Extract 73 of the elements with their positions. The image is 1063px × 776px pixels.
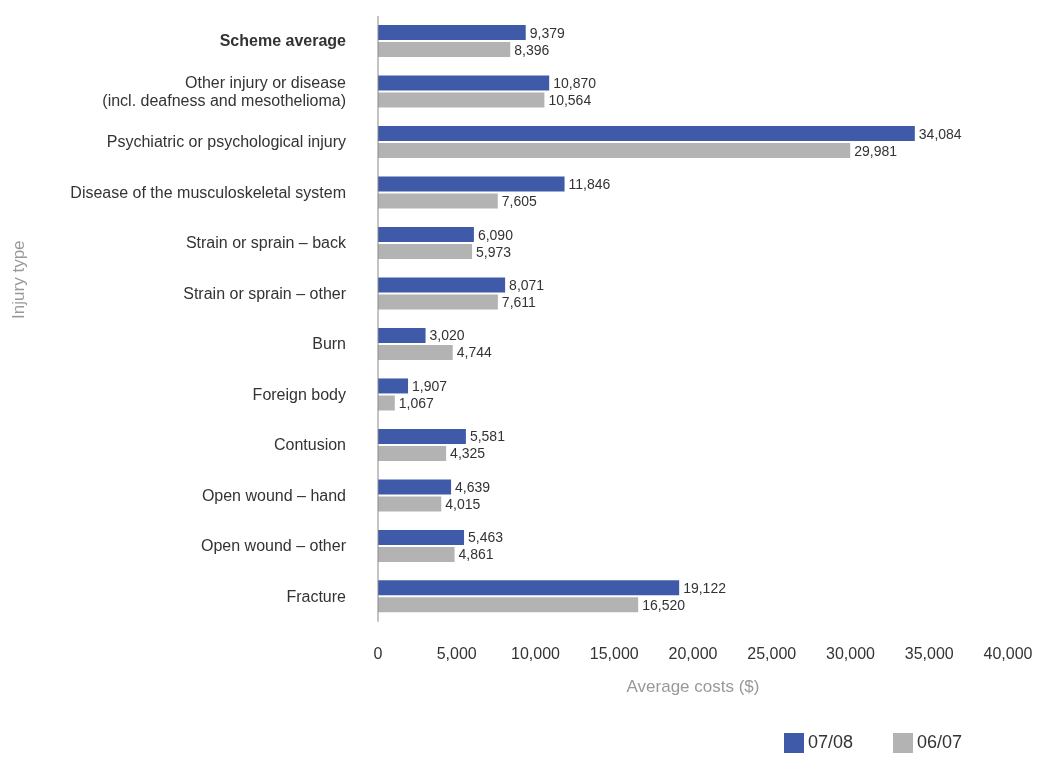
- y-tick-label: Other injury or disease (incl. deafness and mesothelioma): [102, 73, 347, 109]
- bar: [378, 227, 474, 242]
- y-tick-label: Burn: [312, 335, 346, 353]
- bar: [378, 529, 465, 545]
- y-tick-label: Open wound – hand: [201, 486, 346, 504]
- data-label: 5,463: [468, 529, 504, 546]
- y-tick-label: Foreign body: [252, 385, 346, 403]
- data-label: 4,744: [456, 344, 492, 361]
- data-label: 1,067: [398, 394, 435, 411]
- x-tick-label: 10,000: [511, 645, 561, 663]
- y-tick-label: Disease of the musculoskeletal system: [70, 183, 346, 201]
- y-tick-label: Contusion: [273, 436, 346, 454]
- bar: [378, 277, 506, 293]
- bar: [378, 580, 680, 596]
- data-label: 9,379: [529, 24, 565, 41]
- data-label: 10,564: [548, 92, 592, 109]
- bar: [378, 327, 426, 343]
- data-label: 8,396: [514, 41, 550, 58]
- data-label: 8,071: [509, 276, 545, 293]
- y-tick-label: Scheme average: [219, 32, 347, 50]
- y-tick-label: Psychiatric or psychological injury: [106, 133, 346, 151]
- x-tick-label: 15,000: [589, 645, 639, 663]
- bar: [378, 428, 466, 444]
- bar: [378, 92, 545, 108]
- bar: [378, 395, 395, 411]
- data-label: 19,122: [683, 579, 727, 596]
- data-label: 34,084: [918, 125, 962, 142]
- data-label: 29,981: [854, 142, 898, 159]
- data-label: 11,846: [568, 176, 611, 193]
- bar: [378, 479, 452, 495]
- bar: [378, 378, 409, 394]
- bar: [378, 143, 851, 159]
- x-tick-label: 40,000: [983, 645, 1033, 663]
- x-tick-label: 0: [373, 645, 383, 663]
- data-label: 7,611: [501, 293, 537, 310]
- x-tick-label: 35,000: [904, 645, 954, 663]
- data-label: 16,520: [642, 596, 686, 613]
- y-tick-label: Open wound – other: [201, 537, 347, 555]
- bar: [378, 126, 915, 142]
- bar: [378, 75, 550, 91]
- bar: [378, 42, 511, 58]
- y-axis-title: Injury type: [9, 240, 29, 319]
- data-label: 4,861: [458, 546, 494, 563]
- legend-label: 06/07: [917, 731, 963, 752]
- bar: [378, 496, 442, 512]
- x-tick-label: 30,000: [826, 645, 876, 663]
- bar: [378, 546, 455, 562]
- y-tick-label: Strain or sprain – back: [185, 234, 347, 252]
- legend-label: 07/08: [807, 731, 853, 752]
- bar: [378, 445, 447, 461]
- data-label: 1,907: [412, 377, 448, 394]
- data-label: 5,973: [476, 243, 512, 260]
- x-axis-title: Average costs ($): [626, 676, 760, 696]
- bar: [378, 597, 639, 613]
- data-label: 5,581: [469, 428, 506, 445]
- bar: [378, 176, 565, 192]
- x-tick-label: 5,000: [436, 645, 477, 663]
- data-label: 10,870: [553, 75, 597, 92]
- x-tick-label: 20,000: [668, 645, 718, 663]
- x-tick-label: 25,000: [747, 645, 797, 663]
- bar: [378, 244, 473, 259]
- data-label: 4,325: [450, 445, 486, 462]
- data-label: 4,015: [445, 495, 481, 512]
- data-label: 4,639: [455, 478, 491, 495]
- bar: [378, 344, 453, 360]
- data-label: 6,090: [477, 226, 514, 243]
- data-label: 3,020: [429, 327, 465, 344]
- data-label: 7,605: [501, 193, 538, 210]
- bar: [378, 25, 526, 41]
- y-tick-label: Strain or sprain – other: [183, 284, 347, 302]
- bar: [378, 294, 498, 310]
- y-tick-label: Fracture: [286, 587, 347, 605]
- bar: [378, 193, 498, 209]
